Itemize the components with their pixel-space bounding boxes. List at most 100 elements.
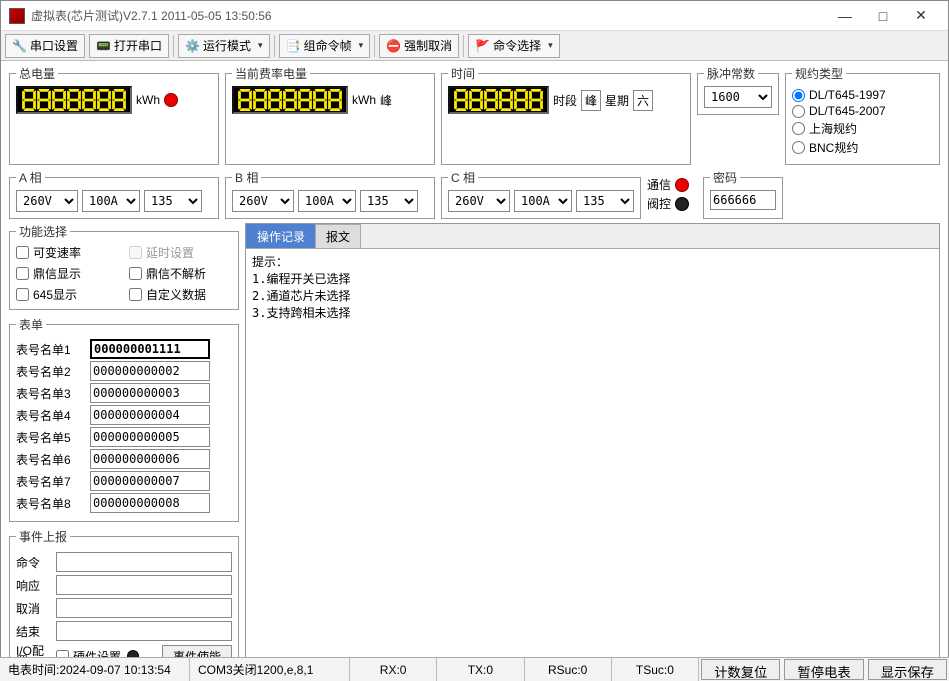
total-power-unit: kWh xyxy=(136,93,160,107)
function-checkbox-label: 645显示 xyxy=(33,286,77,303)
valve-indicator xyxy=(675,197,689,211)
toolbar-separator xyxy=(274,35,275,57)
phase-c-power[interactable]: 135 xyxy=(576,190,634,212)
phase-a-current[interactable]: 100A xyxy=(82,190,140,212)
group-cmd-label: 组命令帧 xyxy=(304,37,352,54)
event-report-legend: 事件上报 xyxy=(16,528,70,545)
window-title: 虚拟表(芯片测试)V2.7.1 2011-05-05 13:50:56 xyxy=(31,7,826,24)
meter-row-input[interactable] xyxy=(90,493,210,513)
run-mode-button[interactable]: ⚙️运行模式 xyxy=(178,34,270,58)
meter-row-input[interactable] xyxy=(90,427,210,447)
pause-meter-button[interactable]: 暂停电表 xyxy=(784,659,863,680)
phase-b-panel: B 相 260V 100A 135 xyxy=(225,169,435,219)
meter-row-input[interactable] xyxy=(90,383,210,403)
meter-list-legend: 表单 xyxy=(16,316,46,333)
phase-a-panel: A 相 260V 100A 135 xyxy=(9,169,219,219)
event-row-input[interactable] xyxy=(56,575,232,595)
count-reset-button[interactable]: 计数复位 xyxy=(701,659,780,680)
function-checkbox[interactable]: 鼎信显示 xyxy=(16,265,119,282)
comm-label: 通信 xyxy=(647,176,671,193)
force-cancel-label: 强制取消 xyxy=(404,37,452,54)
meter-row-input[interactable] xyxy=(90,361,210,381)
phase-a-voltage[interactable]: 260V xyxy=(16,190,78,212)
meter-row-input[interactable] xyxy=(90,449,210,469)
protocol-option[interactable]: DL/T645-1997 xyxy=(792,88,933,102)
phase-b-voltage[interactable]: 260V xyxy=(232,190,294,212)
meter-row: 表号名单3 xyxy=(16,383,232,403)
tab-operation-log[interactable]: 操作记录 xyxy=(246,224,316,248)
maximize-button[interactable]: □ xyxy=(864,4,902,28)
event-row-input[interactable] xyxy=(56,552,232,572)
display-save-button[interactable]: 显示保存 xyxy=(868,659,947,680)
protocol-option-label: BNC规约 xyxy=(809,139,858,156)
status-com: COM3关闭1200,e,8,1 xyxy=(190,658,350,681)
password-panel: 密码 xyxy=(703,169,783,219)
function-select-panel: 功能选择 可变速率延时设置鼎信显示鼎信不解析645显示自定义数据 xyxy=(9,223,239,310)
minimize-button[interactable]: — xyxy=(826,4,864,28)
pulse-select[interactable]: 1600 xyxy=(704,86,772,108)
group-cmd-button[interactable]: 📑 组命令帧 xyxy=(279,34,371,58)
meter-row: 表号名单2 xyxy=(16,361,232,381)
app-icon xyxy=(9,8,25,24)
event-row: 响应 xyxy=(16,575,232,595)
password-input[interactable] xyxy=(710,190,776,210)
event-row-input[interactable] xyxy=(56,621,232,641)
time-display xyxy=(448,86,549,114)
toolbar-separator xyxy=(374,35,375,57)
phase-a-legend: A 相 xyxy=(16,169,45,186)
time-panel: 时间 时段 峰 星期 六 xyxy=(441,65,691,165)
function-checkbox[interactable]: 鼎信不解析 xyxy=(129,265,232,282)
phase-a-power[interactable]: 135 xyxy=(144,190,202,212)
total-power-indicator xyxy=(164,93,178,107)
meter-row-input[interactable] xyxy=(90,471,210,491)
function-checkbox[interactable]: 645显示 xyxy=(16,286,119,303)
pulse-legend: 脉冲常数 xyxy=(704,65,758,82)
port-icon: 📟 xyxy=(96,39,110,53)
event-row: 命令 xyxy=(16,552,232,572)
comm-indicators: 通信 阀控 xyxy=(647,169,697,219)
event-row-input[interactable] xyxy=(56,598,232,618)
cmd-select-button[interactable]: 🚩命令选择 xyxy=(468,34,560,58)
meter-row-input[interactable] xyxy=(90,339,210,359)
stack-icon: 📑 xyxy=(286,39,300,53)
close-button[interactable]: ✕ xyxy=(902,4,940,28)
meter-row-label: 表号名单1 xyxy=(16,341,84,358)
function-checkbox[interactable]: 自定义数据 xyxy=(129,286,232,303)
toolbar-separator xyxy=(463,35,464,57)
meter-row: 表号名单6 xyxy=(16,449,232,469)
time-legend: 时间 xyxy=(448,65,478,82)
meter-rows: 表号名单1表号名单2表号名单3表号名单4表号名单5表号名单6表号名单7表号名单8 xyxy=(16,339,232,513)
meter-row: 表号名单8 xyxy=(16,493,232,513)
event-row-label: 取消 xyxy=(16,600,50,617)
protocol-option[interactable]: DL/T645-2007 xyxy=(792,104,933,118)
total-power-panel: 总电量 kWh xyxy=(9,65,219,165)
status-meter-time: 电表时间:2024-09-07 10:13:54 xyxy=(0,658,190,681)
meter-row-input[interactable] xyxy=(90,405,210,425)
function-checkbox[interactable]: 可变速率 xyxy=(16,244,119,261)
phase-c-voltage[interactable]: 260V xyxy=(448,190,510,212)
meter-row-label: 表号名单3 xyxy=(16,385,84,402)
phase-b-current[interactable]: 100A xyxy=(298,190,356,212)
meter-row: 表号名单5 xyxy=(16,427,232,447)
meter-row-label: 表号名单7 xyxy=(16,473,84,490)
protocol-option[interactable]: BNC规约 xyxy=(792,139,933,156)
window-controls: — □ ✕ xyxy=(826,4,940,28)
log-textarea[interactable]: 提示： 1.编程开关已选择 2.通道芯片未选择 3.支持跨相未选择 xyxy=(246,248,939,672)
force-cancel-button[interactable]: ⛔ 强制取消 xyxy=(379,34,459,58)
open-serial-button[interactable]: 📟打开串口 xyxy=(89,34,169,58)
serial-settings-button[interactable]: 🔧串口设置 xyxy=(5,34,85,58)
current-rate-display xyxy=(232,86,348,114)
status-tsuc: TSuc:0 xyxy=(612,658,699,681)
phase-c-panel: C 相 260V 100A 135 xyxy=(441,169,641,219)
period-value: 峰 xyxy=(581,90,601,111)
meter-row: 表号名单7 xyxy=(16,471,232,491)
tab-message[interactable]: 报文 xyxy=(315,224,361,248)
phase-b-power[interactable]: 135 xyxy=(360,190,418,212)
toolbar-separator xyxy=(173,35,174,57)
status-rsuc: RSuc:0 xyxy=(525,658,612,681)
phase-c-current[interactable]: 100A xyxy=(514,190,572,212)
week-label: 星期 xyxy=(605,92,629,109)
protocol-option[interactable]: 上海规约 xyxy=(792,120,933,137)
cancel-icon: ⛔ xyxy=(386,39,400,53)
status-tx: TX:0 xyxy=(437,658,524,681)
